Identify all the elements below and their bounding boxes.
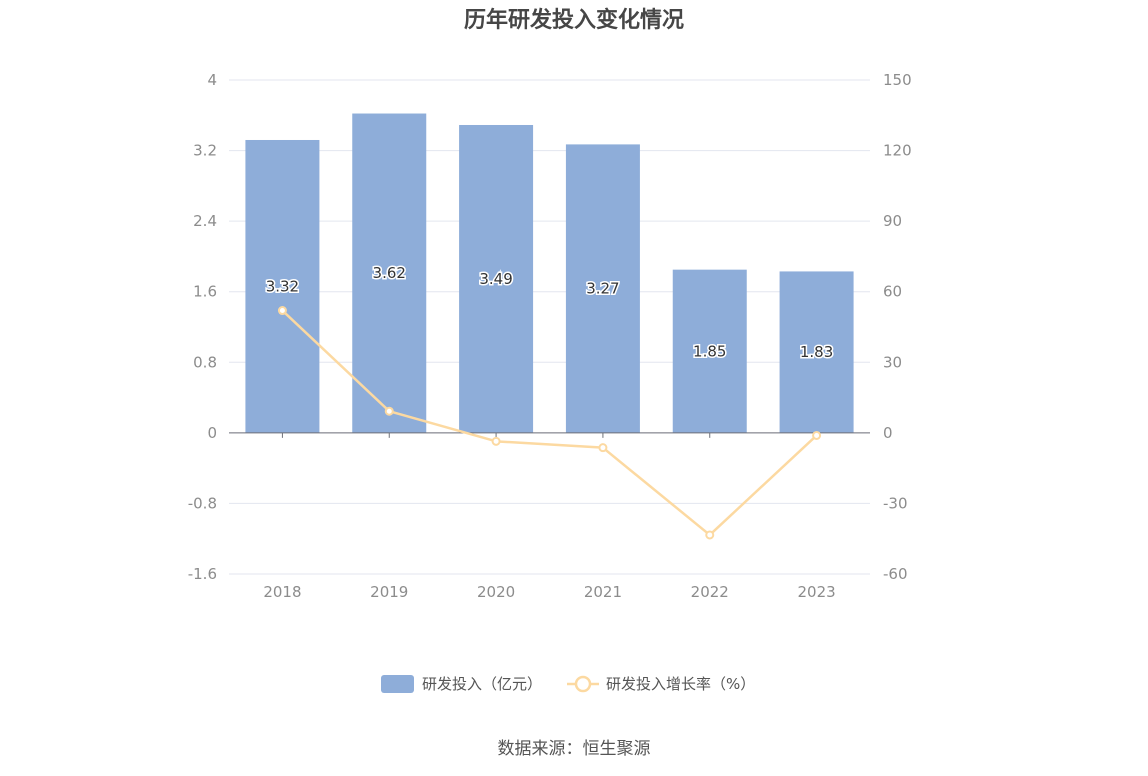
bar <box>459 124 534 433</box>
legend-label-line: 研发投入增长率（%） <box>606 675 755 693</box>
x-tick-label: 2019 <box>370 583 408 601</box>
line-series <box>277 306 822 540</box>
bar-data-label: 3.32 <box>266 277 299 295</box>
bar <box>352 113 427 433</box>
bar-data-label: 1.85 <box>693 342 726 360</box>
bar-data-label: 3.62 <box>373 264 406 282</box>
bar-data-label: 3.49 <box>479 270 512 288</box>
x-tick-label: 2020 <box>477 583 515 601</box>
x-tick-label: 2022 <box>691 583 729 601</box>
y-left-tick-label: 3.2 <box>193 142 217 160</box>
y-left-tick-label: 0 <box>207 424 217 442</box>
bar-data-label: 1.83 <box>800 343 833 361</box>
legend-line-marker <box>574 675 592 693</box>
line-point <box>705 530 715 540</box>
line-point <box>384 406 394 416</box>
y-right-tick-label: -60 <box>883 565 908 583</box>
legend-bar-swatch <box>381 675 414 693</box>
y-left-tick-label: -0.8 <box>188 494 217 512</box>
line-point <box>491 436 501 446</box>
y-axis-left: 4 3.2 2.4 1.6 0.8 0 -0.8 -1.6 <box>188 71 217 583</box>
bar <box>779 271 854 433</box>
x-tick-label: 2023 <box>797 583 835 601</box>
x-axis-line <box>229 432 870 438</box>
bar <box>565 144 640 433</box>
y-right-tick-label: 120 <box>883 142 912 160</box>
y-left-tick-label: 4 <box>207 71 217 89</box>
bar-series <box>245 113 854 433</box>
line-point <box>598 443 608 453</box>
line-point <box>277 306 287 316</box>
chart-title: 历年研发投入变化情况 <box>464 7 684 33</box>
legend[interactable]: 研发投入（亿元） 研发投入增长率（%） <box>381 675 755 693</box>
legend-item-line[interactable]: 研发投入增长率（%） <box>567 675 755 693</box>
y-left-tick-label: 1.6 <box>193 283 217 301</box>
grid-lines <box>229 79 870 575</box>
y-right-tick-label: 0 <box>883 424 893 442</box>
source-note: 数据来源：恒生聚源 <box>498 739 651 759</box>
y-left-tick-label: 0.8 <box>193 353 217 371</box>
bar <box>672 269 747 433</box>
x-axis: 2018 2019 2020 2021 2022 2023 <box>263 583 835 601</box>
y-right-tick-label: 90 <box>883 212 902 230</box>
bar-data-labels: 3.32 3.62 3.49 3.27 1.85 1.83 <box>264 263 835 363</box>
legend-label-bar: 研发投入（亿元） <box>422 675 542 693</box>
y-right-tick-label: -30 <box>883 494 908 512</box>
y-axis-right: 150 120 90 60 30 0 -30 -60 <box>883 71 912 583</box>
y-left-tick-label: -1.6 <box>188 565 217 583</box>
y-left-tick-label: 2.4 <box>193 212 217 230</box>
x-tick-label: 2018 <box>263 583 301 601</box>
line-point <box>812 430 822 440</box>
y-right-tick-label: 150 <box>883 71 912 89</box>
bar-data-label: 3.27 <box>586 280 619 298</box>
bar <box>245 139 320 433</box>
y-right-tick-label: 60 <box>883 283 902 301</box>
y-right-tick-label: 30 <box>883 353 902 371</box>
x-tick-label: 2021 <box>584 583 622 601</box>
legend-item-bar[interactable]: 研发投入（亿元） <box>381 675 542 693</box>
growth-rate-line <box>281 309 818 537</box>
